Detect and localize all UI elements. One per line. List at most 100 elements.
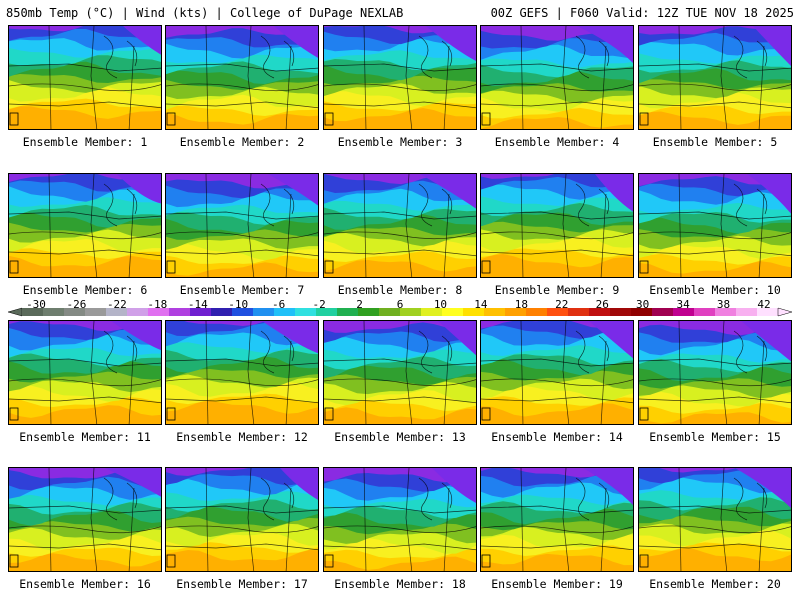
colorbar-segment (190, 308, 212, 316)
colorbar-segment (295, 308, 317, 316)
ensemble-member-caption: Ensemble Member: 7 (179, 283, 305, 297)
colorbar-tick-label: 14 (474, 298, 488, 311)
temperature-field (166, 174, 318, 277)
ensemble-member-caption: Ensemble Member: 17 (176, 577, 308, 591)
colorbar-segment (484, 308, 506, 316)
temperature-field (9, 26, 161, 129)
colorbar-segment (400, 308, 422, 316)
temperature-field (481, 321, 633, 424)
ensemble-member-map (323, 467, 477, 572)
ensemble-member-map (8, 467, 162, 572)
colorbar-segment (568, 308, 590, 316)
temperature-field (166, 321, 318, 424)
colorbar-segment (358, 308, 380, 316)
ensemble-member-map (323, 25, 477, 130)
colorbar-tick-label: 26 (595, 298, 609, 311)
ensemble-member-caption: Ensemble Member: 20 (649, 577, 781, 591)
temperature-field (639, 26, 791, 129)
temperature-field (639, 174, 791, 277)
ensemble-member-map (8, 173, 162, 278)
ensemble-member-map (638, 25, 792, 130)
temperature-field (324, 26, 476, 129)
ensemble-member-map (638, 173, 792, 278)
colorbar-tick-label: -2 (312, 298, 326, 311)
colorbar-tick-label: 34 (676, 298, 690, 311)
colorbar-segment (379, 308, 401, 316)
model-run-info: 00Z GEFS | F060 Valid: 12Z TUE NOV 18 20… (490, 6, 794, 20)
colorbar-tick-label: -6 (272, 298, 286, 311)
colorbar-segment (421, 308, 443, 316)
ensemble-member-map (165, 173, 319, 278)
colorbar-segment (526, 308, 548, 316)
colorbar-segment (148, 308, 170, 316)
ensemble-member-caption: Ensemble Member: 10 (649, 283, 781, 297)
colorbar-tick-label: 10 (433, 298, 448, 311)
ensemble-member-map (480, 320, 634, 425)
ensemble-member-caption: Ensemble Member: 8 (337, 283, 463, 297)
ensemble-member-caption: Ensemble Member: 13 (334, 430, 466, 444)
colorbar-tick-label: -22 (106, 298, 127, 311)
colorbar-tick-label: -10 (228, 298, 249, 311)
temperature-field (639, 321, 791, 424)
colorbar-segment (316, 308, 338, 316)
ensemble-member-map (480, 25, 634, 130)
ensemble-member-map (323, 320, 477, 425)
temperature-field (9, 321, 161, 424)
colorbar-segment (673, 308, 695, 316)
ensemble-member-map (480, 173, 634, 278)
colorbar-tick-label: -18 (147, 298, 168, 311)
colorbar-tick-label: -30 (26, 298, 46, 311)
ensemble-member-caption: Ensemble Member: 9 (494, 283, 620, 297)
ensemble-member-map (638, 467, 792, 572)
colorbar-segment (253, 308, 275, 316)
colorbar-segment (694, 308, 716, 316)
colorbar-segment (736, 308, 758, 316)
colorbar-segment (757, 308, 779, 316)
colorbar-segment (43, 308, 65, 316)
ensemble-member-caption: Ensemble Member: 11 (19, 430, 151, 444)
ensemble-member-map (165, 320, 319, 425)
ensemble-member-caption: Ensemble Member: 15 (649, 430, 781, 444)
ensemble-member-caption: Ensemble Member: 3 (337, 135, 463, 149)
colorbar-segment (85, 308, 107, 316)
temperature-field (324, 174, 476, 277)
colorbar-left-arrow (8, 307, 23, 317)
ensemble-member-caption: Ensemble Member: 6 (22, 283, 148, 297)
colorbar-segment (505, 308, 527, 316)
ensemble-member-map (8, 25, 162, 130)
colorbar-right-arrow (777, 307, 792, 317)
temperature-field (481, 174, 633, 277)
ensemble-member-caption: Ensemble Member: 14 (491, 430, 623, 444)
colorbar-segment (232, 308, 254, 316)
ensemble-member-map (165, 25, 319, 130)
colorbar-segment (610, 308, 632, 316)
colorbar-segment (211, 308, 233, 316)
colorbar-segment (169, 308, 191, 316)
temperature-field (166, 26, 318, 129)
colorbar-tick-label: 22 (555, 298, 569, 311)
ensemble-member-map (480, 467, 634, 572)
ensemble-member-map (323, 173, 477, 278)
colorbar-segment (127, 308, 149, 316)
ensemble-member-caption: Ensemble Member: 16 (19, 577, 151, 591)
temperature-field (639, 468, 791, 571)
ensemble-member-caption: Ensemble Member: 4 (494, 135, 620, 149)
temperature-field (481, 26, 633, 129)
colorbar-segment (715, 308, 737, 316)
ensemble-member-map (165, 467, 319, 572)
ensemble-member-caption: Ensemble Member: 19 (491, 577, 623, 591)
colorbar-segment (652, 308, 674, 316)
colorbar-segment (64, 308, 86, 316)
temperature-field (166, 468, 318, 571)
temperature-field (9, 468, 161, 571)
colorbar-tick-label: 30 (636, 298, 650, 311)
ensemble-member-map (8, 320, 162, 425)
colorbar-segment (631, 308, 653, 316)
temperature-field (324, 468, 476, 571)
colorbar-tick-label: 6 (396, 298, 404, 311)
colorbar-tick-label: 42 (757, 298, 771, 311)
colorbar-segment (274, 308, 296, 316)
colorbar-segment (463, 308, 485, 316)
map-title: 850mb Temp (°C) | Wind (kts) | College o… (6, 6, 404, 20)
temperature-field (9, 174, 161, 277)
